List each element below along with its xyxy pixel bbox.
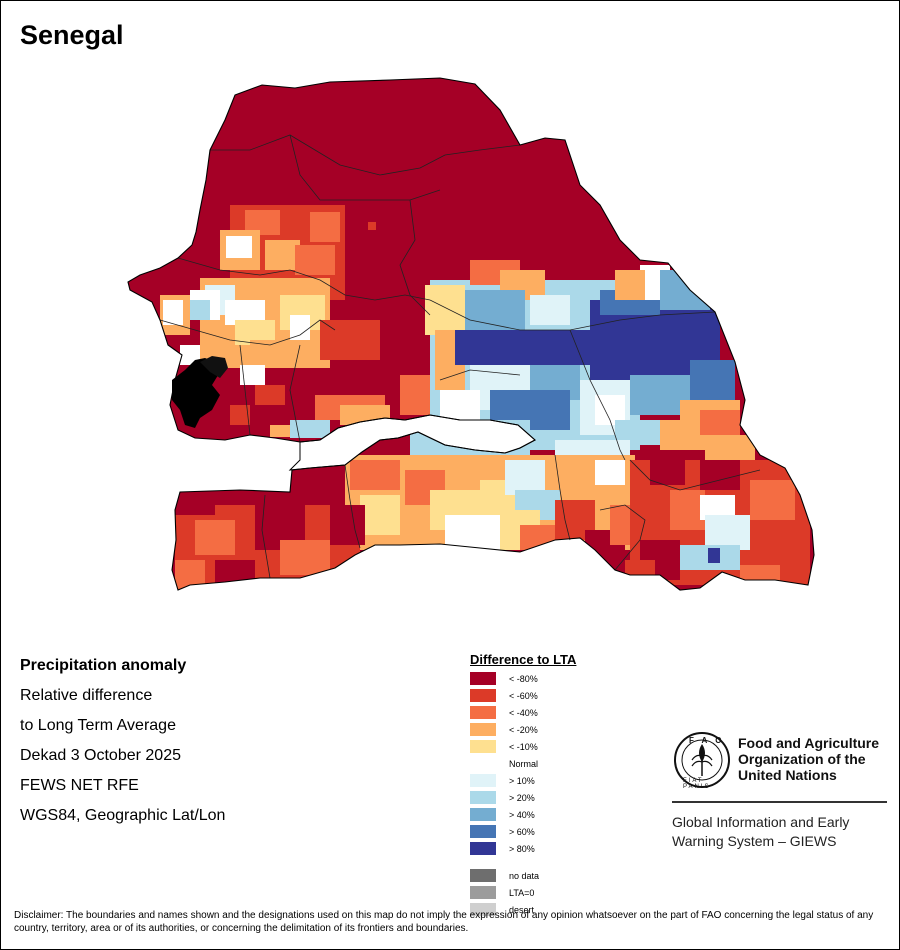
- legend-swatch: [470, 842, 496, 855]
- legend-item: > 20%: [470, 791, 535, 804]
- legend: Difference to LTA < -80% < -60% < -40% <…: [470, 650, 577, 916]
- legend-label: < -20%: [509, 724, 538, 735]
- legend-item: < -80%: [470, 672, 538, 685]
- legend-label: > 80%: [509, 843, 535, 854]
- legend-label: > 10%: [509, 775, 535, 786]
- legend-swatch: [470, 774, 496, 787]
- legend-item: > 60%: [470, 825, 535, 838]
- giews-line: Global Information and Early: [672, 814, 850, 830]
- legend-normal-label: Normal: [509, 759, 539, 769]
- legend-swatch: [470, 672, 496, 685]
- info-line: WGS84, Geographic Lat/Lon: [20, 807, 226, 824]
- legend-label: > 20%: [509, 792, 535, 803]
- legend-swatch: [470, 886, 496, 899]
- fao-logo-text: FAO: [689, 736, 730, 745]
- legend-item: no data: [470, 869, 539, 882]
- info-line: to Long Term Average: [20, 717, 176, 734]
- saloum-delta: [172, 356, 228, 428]
- legend-swatch: [470, 689, 496, 702]
- legend-swatch: [470, 723, 496, 736]
- legend-label: LTA=0: [509, 887, 535, 898]
- fao-divider: [672, 801, 887, 803]
- admin-boundaries: [159, 134, 761, 579]
- giews-line: Warning System – GIEWS: [672, 833, 837, 849]
- legend-label: < -80%: [509, 673, 538, 684]
- legend-swatch: [470, 903, 496, 916]
- legend-swatch: [470, 706, 496, 719]
- info-line: FEWS NET RFE: [20, 777, 139, 794]
- legend-label: > 60%: [509, 826, 535, 837]
- fao-name-line: Organization of the: [738, 751, 866, 767]
- info-line: Dekad 3 October 2025: [20, 747, 181, 764]
- anomaly-raster: [128, 78, 814, 590]
- disclaimer: Disclaimer: The boundaries and names sho…: [14, 910, 874, 934]
- fao-name-line: Food and Agriculture: [738, 735, 880, 751]
- legend-item: < -60%: [470, 689, 538, 702]
- legend-item: < -40%: [470, 706, 538, 719]
- legend-swatch: [470, 808, 496, 821]
- legend-item: > 10%: [470, 774, 535, 787]
- legend-label: < -10%: [509, 741, 538, 752]
- legend-label: < -60%: [509, 690, 538, 701]
- legend-swatch: [470, 791, 496, 804]
- legend-swatch: [470, 740, 496, 753]
- legend-label: > 40%: [509, 809, 535, 820]
- legend-title: Difference to LTA: [470, 652, 577, 667]
- legend-item: < -10%: [470, 740, 538, 753]
- legend-label: desert: [509, 904, 535, 915]
- fao-name: Food and Agriculture Organization of the…: [738, 735, 898, 783]
- legend-item: desert: [470, 903, 534, 916]
- fao-logo-motto: FIAT PANIS: [683, 778, 711, 790]
- precipitation-anomaly-map: [127, 77, 815, 591]
- info-line: Relative difference: [20, 687, 153, 704]
- legend-item: > 80%: [470, 842, 535, 855]
- legend-item: LTA=0: [470, 886, 534, 899]
- info-heading: Precipitation anomaly: [20, 657, 187, 674]
- legend-swatch: [470, 825, 496, 838]
- fao-logo-icon: [674, 732, 730, 788]
- legend-item: < -20%: [470, 723, 538, 736]
- fao-name-line: United Nations: [738, 767, 837, 783]
- map-title: Senegal: [20, 20, 124, 50]
- giews-name: Global Information and Early Warning Sys…: [672, 813, 900, 851]
- legend-item: > 40%: [470, 808, 535, 821]
- legend-label: < -40%: [509, 707, 538, 718]
- legend-swatch: [470, 869, 496, 882]
- legend-label: no data: [509, 870, 540, 881]
- map-info: Precipitation anomaly Relative differenc…: [20, 655, 225, 835]
